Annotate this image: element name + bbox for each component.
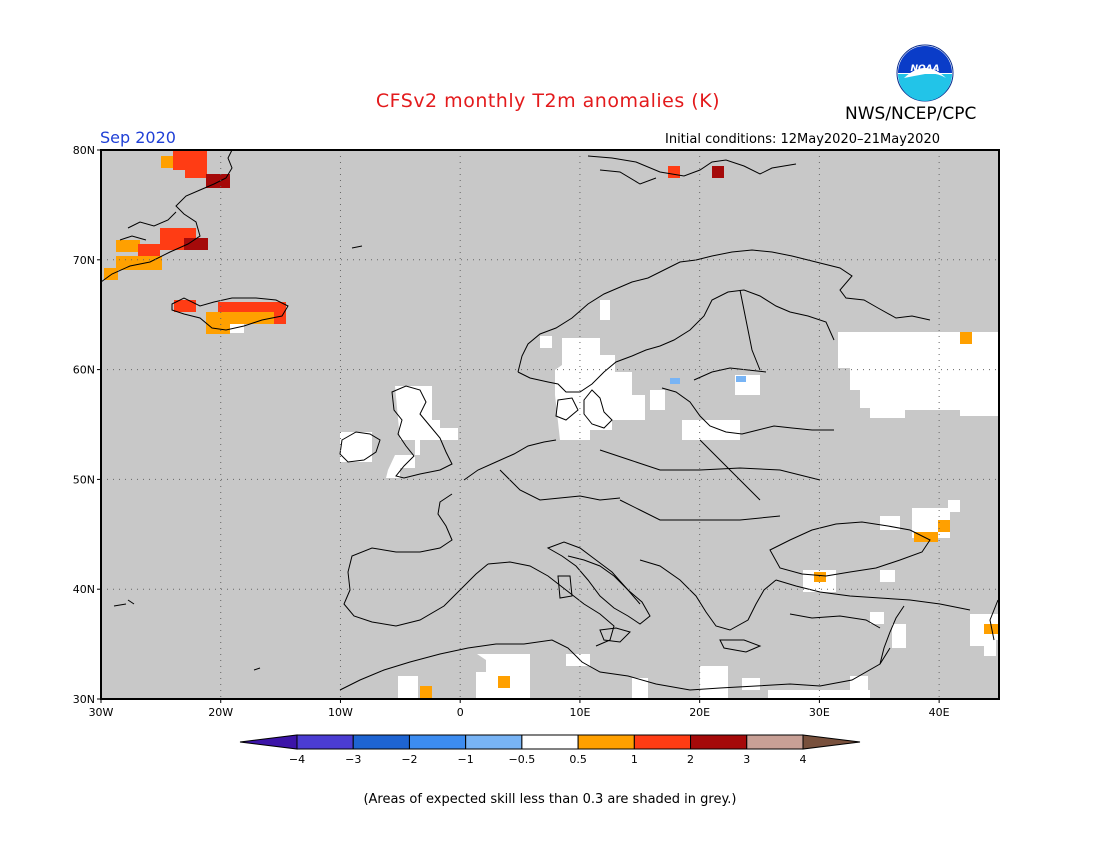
colorbar-tick-label: 3 <box>743 753 750 766</box>
logo-text: NOAA <box>910 64 939 74</box>
colorbar-tick-label: −0.5 <box>509 753 536 766</box>
footnote: (Areas of expected skill less than 0.3 a… <box>363 792 737 807</box>
colorbar-tick-label: 1 <box>631 753 638 766</box>
colorbar-box <box>465 734 523 750</box>
lon-label-20E: 20E <box>689 706 710 719</box>
lon-label-10E: 10E <box>569 706 590 719</box>
colorbar-box <box>352 734 410 750</box>
forecast-month: Sep 2020 <box>100 128 176 147</box>
map-frame <box>100 149 1000 700</box>
lon-label-20W: 20W <box>208 706 233 719</box>
lat-label-50N: 50N <box>73 473 95 486</box>
colorbar-box <box>690 734 748 750</box>
colorbar-box <box>577 734 635 750</box>
colorbar-low-arrow <box>239 734 298 750</box>
colorbar-box <box>633 734 692 750</box>
lon-label-0: 0 <box>457 706 464 719</box>
agency-label: NWS/NCEP/CPC <box>845 104 977 124</box>
colorbar-tick-label: −2 <box>401 753 417 766</box>
colorbar-tick-label: −1 <box>458 753 474 766</box>
lat-label-80N: 80N <box>73 144 95 157</box>
colorbar-tick-label: 0.5 <box>569 753 587 766</box>
lat-label-70N: 70N <box>73 254 95 267</box>
lon-label-10W: 10W <box>328 706 353 719</box>
colorbar-box <box>521 734 579 750</box>
colorbar-box <box>746 734 804 750</box>
colorbar-tick-label: −3 <box>345 753 361 766</box>
colorbar-tick-label: 2 <box>687 753 694 766</box>
lon-label-30E: 30E <box>809 706 830 719</box>
colorbar: −4 −3 −2 −1 −0.5 0.5 1 2 3 4 <box>239 734 861 766</box>
colorbar-tick-label: 4 <box>800 753 807 766</box>
coastlines-and-borders <box>100 149 999 691</box>
noaa-logo-icon: NOAA <box>896 44 954 102</box>
map-background <box>101 150 999 699</box>
initial-conditions: Initial conditions: 12May2020–21May2020 <box>665 132 940 147</box>
colorbar-box <box>296 734 354 750</box>
colorbar-tick-label: −4 <box>289 753 305 766</box>
colorbar-high-arrow <box>802 734 861 750</box>
chart-title: CFSv2 monthly T2m anomalies (K) <box>375 90 721 112</box>
lat-label-40N: 40N <box>73 583 95 596</box>
longitude-labels: 30W 20W 10W 0 10E 20E 30E 40E <box>89 699 950 719</box>
lat-label-60N: 60N <box>73 364 95 377</box>
lat-label-30N: 30N <box>73 693 95 706</box>
lon-label-40E: 40E <box>929 706 950 719</box>
colorbar-box <box>408 734 467 750</box>
latitude-labels: 80N 70N 60N 50N 40N 30N <box>73 144 101 706</box>
lon-label-30W: 30W <box>89 706 114 719</box>
